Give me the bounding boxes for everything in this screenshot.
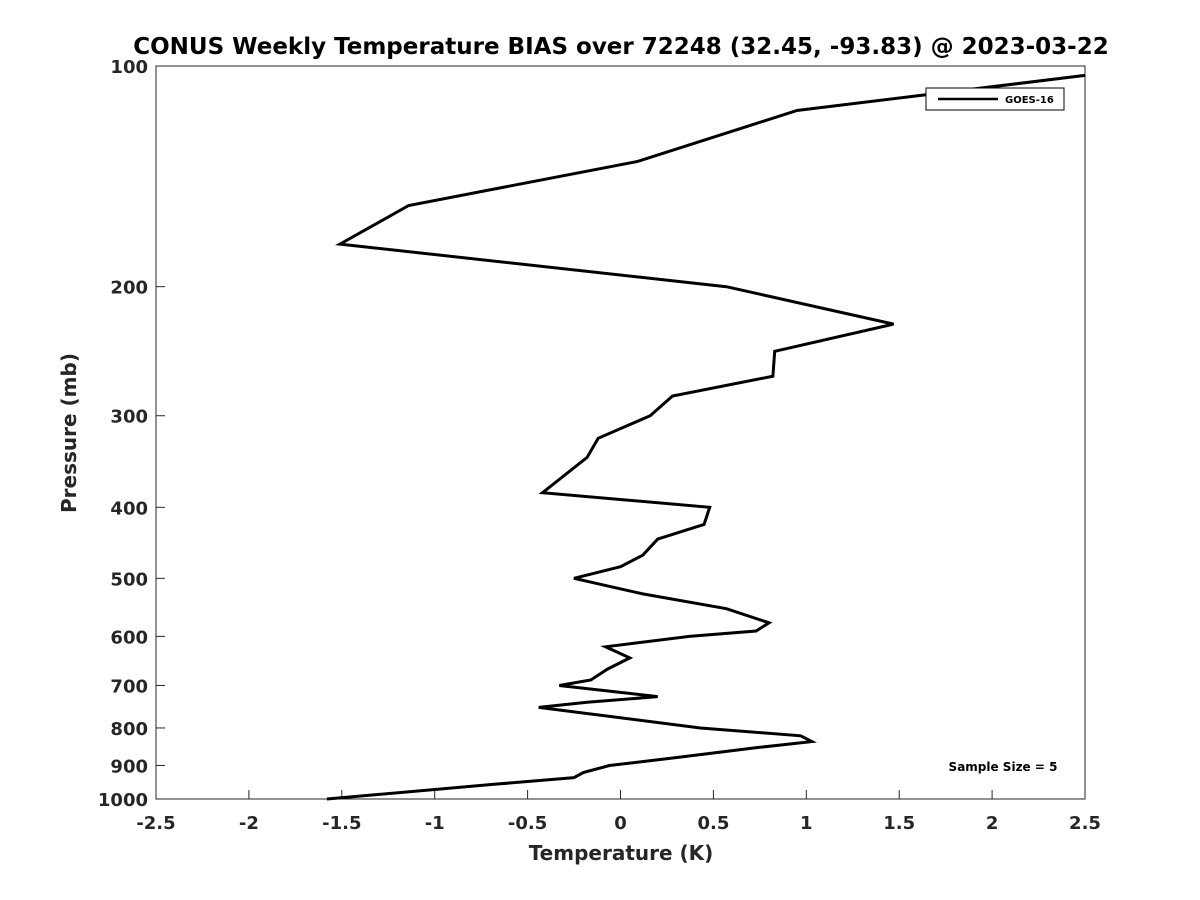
y-tick-label: 500 [110, 569, 148, 590]
series-line-goes-16 [326, 73, 1086, 801]
x-tick-label: 0 [614, 813, 627, 834]
y-axis-label: Pressure (mb) [57, 353, 81, 513]
legend: GOES-16 [925, 87, 1065, 111]
y-tick-label: 300 [110, 407, 148, 428]
legend-entry: GOES-16 [1005, 95, 1054, 106]
chart-title: CONUS Weekly Temperature BIAS over 72248… [133, 34, 1108, 60]
y-tick-label: 400 [110, 498, 148, 519]
plot-area [155, 65, 1086, 800]
y-tick-label: 600 [110, 627, 148, 648]
x-axis: -2.5 -2 -1.5 -1 -0.5 0 0.5 1 1.5 2 2.5 [136, 790, 1101, 834]
x-tick-label: -2 [239, 813, 259, 834]
x-tick-label: -2.5 [136, 813, 175, 834]
x-tick-label: 0.5 [697, 813, 729, 834]
x-tick-label: 2.5 [1069, 813, 1101, 834]
y-tick-label: 700 [110, 676, 148, 697]
x-tick-label: -1 [425, 813, 445, 834]
y-axis: 100 200 300 400 500 600 700 800 900 1000 [98, 57, 165, 811]
y-tick-label: 100 [110, 57, 148, 78]
y-tick-label: 800 [110, 719, 148, 740]
x-tick-label: 1.5 [883, 813, 915, 834]
y-tick-label: 200 [110, 278, 148, 299]
x-tick-label: -0.5 [508, 813, 547, 834]
sample-size-annotation: Sample Size = 5 [949, 760, 1058, 774]
x-tick-label: -1.5 [322, 813, 361, 834]
y-tick-label: 1000 [98, 790, 148, 811]
x-tick-label: 2 [986, 813, 999, 834]
x-axis-label: Temperature (K) [529, 841, 714, 865]
y-tick-label: 900 [110, 756, 148, 777]
x-tick-label: 1 [800, 813, 813, 834]
series-group [326, 73, 1086, 801]
